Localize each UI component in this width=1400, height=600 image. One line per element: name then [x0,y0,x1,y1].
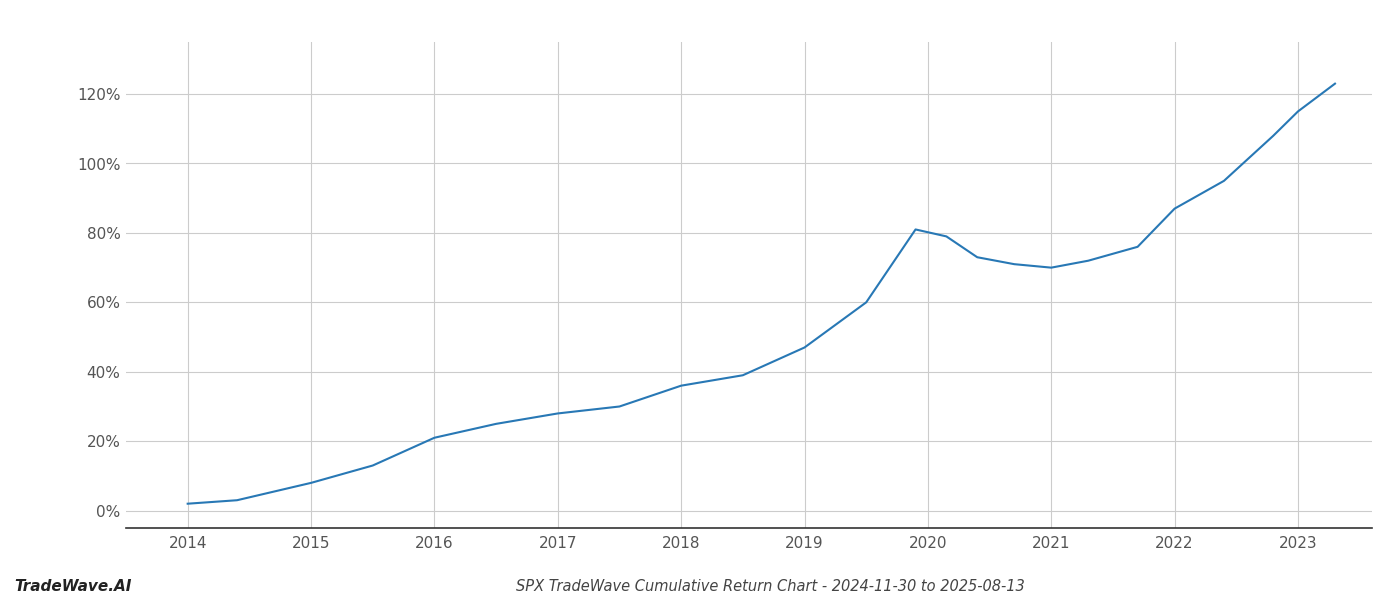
Text: SPX TradeWave Cumulative Return Chart - 2024-11-30 to 2025-08-13: SPX TradeWave Cumulative Return Chart - … [515,579,1025,594]
Text: TradeWave.AI: TradeWave.AI [14,579,132,594]
